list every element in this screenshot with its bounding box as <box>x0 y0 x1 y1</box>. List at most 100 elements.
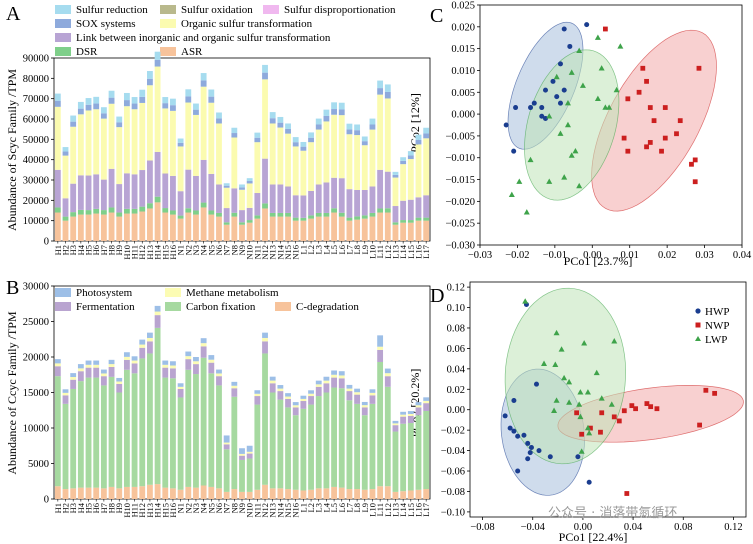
bar-segment-asr <box>277 216 284 241</box>
x-tick-label: N9 <box>237 245 247 255</box>
x-tick-label: L9 <box>360 503 370 512</box>
bar-segment-sox <box>338 109 345 116</box>
y-tick-label: 0.04 <box>447 364 466 375</box>
bar-segment-methane <box>269 380 276 384</box>
x-tick-label: L10 <box>367 503 377 517</box>
x-tick-label: H6 <box>91 503 101 513</box>
bar-segment-photosystem <box>223 435 230 443</box>
legend-a-swatch <box>160 5 176 14</box>
bar-segment-organic_sulfur <box>246 183 253 208</box>
point-lwp <box>586 430 593 436</box>
bar-segment-dsr <box>423 217 430 221</box>
y-tick-label: 0.010 <box>451 66 475 77</box>
x-tick-label: N4 <box>199 502 209 513</box>
point-lwp <box>578 448 585 454</box>
bar-segment-photosystem <box>139 339 146 345</box>
x-tick-label: H3 <box>68 503 78 513</box>
point-hwp <box>503 122 509 128</box>
bar-segment-c_degradation <box>323 488 330 499</box>
point-nwp <box>689 161 694 167</box>
bar-segment-fermentation <box>346 391 353 401</box>
point-nwp <box>651 118 657 124</box>
point-nwp <box>602 26 608 32</box>
bar-segment-asr <box>323 216 330 241</box>
bar-segment-c_degradation <box>139 486 146 499</box>
x-tick-label: H12 <box>137 503 147 518</box>
point-lwp <box>564 121 571 128</box>
y-tick-label: 0.020 <box>451 22 475 33</box>
bar-segment-asr <box>423 220 430 241</box>
bar-segment-dsr <box>415 217 422 221</box>
bar-segment-sox <box>377 88 384 95</box>
bar-segment-sox <box>239 187 245 190</box>
bar-segment-link <box>93 174 100 209</box>
bar-segment-asr <box>162 212 169 241</box>
bar-segment-link <box>185 169 192 209</box>
legend-a-swatch <box>160 47 176 56</box>
confidence-ellipse-lwp <box>524 49 620 201</box>
bar-segment-fermentation <box>223 444 230 450</box>
bar-segment-asr <box>308 218 314 241</box>
bar-segment-sox <box>177 142 184 147</box>
bar-segment-organic_sulfur <box>231 137 238 189</box>
x-tick-label: −0.08 <box>470 522 494 533</box>
bar-segment-fermentation <box>193 364 199 375</box>
x-tick-label: N15 <box>283 245 293 260</box>
bar-segment-link <box>300 195 307 218</box>
bar-segment-methane <box>54 363 61 367</box>
bar-segment-dsr <box>392 222 399 225</box>
bar-segment-carbon_fixation <box>193 374 199 488</box>
bar-segment-sox <box>185 96 192 103</box>
bar-segment-photosystem <box>277 385 284 389</box>
point-hwp <box>557 61 563 67</box>
bar-segment-organic_sulfur <box>415 144 422 198</box>
bar-segment-dsr <box>346 217 353 221</box>
bar-segment-link <box>231 188 238 213</box>
bar-segment-carbon_fixation <box>62 403 69 490</box>
bar-segment-fermentation <box>277 391 284 400</box>
bar-segment-c_degradation <box>54 486 61 499</box>
point-hwp <box>539 105 545 111</box>
x-tick-label: L9 <box>360 245 370 254</box>
point-hwp <box>547 454 553 460</box>
bar-segment-carbon_fixation <box>392 431 399 492</box>
bar-segment-photosystem <box>231 381 238 386</box>
bar-segment-methane <box>407 413 414 416</box>
bar-segment-asr <box>384 212 391 241</box>
y-tick-label: −0.010 <box>445 153 475 164</box>
bar-segment-link <box>54 169 61 208</box>
point-nwp <box>588 425 593 431</box>
bar-segment-sox <box>231 133 238 138</box>
bar-segment-asr <box>254 218 261 241</box>
bar-segment-dsr <box>308 215 314 219</box>
panel-label-c: C <box>430 5 443 27</box>
bar-segment-link <box>338 178 345 213</box>
bar-segment-dsr <box>193 210 199 215</box>
bar-segment-link <box>208 173 215 211</box>
bar-segment-c_degradation <box>216 488 222 499</box>
point-nwp <box>636 89 642 95</box>
x-tick-label: N16 <box>291 245 301 260</box>
point-lwp <box>584 424 591 431</box>
bar-segment-carbon_fixation <box>315 396 322 489</box>
y-tick-label: 70000 <box>23 94 49 105</box>
bar-segment-organic_sulfur <box>269 123 276 185</box>
point-hwp <box>528 445 534 451</box>
bar-segment-dsr <box>162 208 169 213</box>
legend-a-swatch <box>263 5 279 14</box>
bar-segment-sulfur_reduction <box>93 96 100 104</box>
bar-segment-carbon_fixation <box>131 373 138 487</box>
legend-a-label: Sulfur reduction <box>76 4 148 16</box>
bar-segment-dsr <box>147 203 153 209</box>
legend-a-label: SOX systems <box>76 18 136 30</box>
bar-segment-c_degradation <box>277 488 284 499</box>
point-lwp <box>613 86 620 93</box>
bar-segment-methane <box>300 398 307 402</box>
bar-segment-dsr <box>315 212 322 217</box>
bar-segment-methane <box>423 400 430 404</box>
bar-segment-c_degradation <box>170 488 176 499</box>
bar-segment-asr <box>62 220 69 241</box>
bar-segment-carbon_fixation <box>292 415 299 490</box>
bar-segment-fermentation <box>423 403 430 411</box>
bar-segment-photosystem <box>162 360 169 365</box>
